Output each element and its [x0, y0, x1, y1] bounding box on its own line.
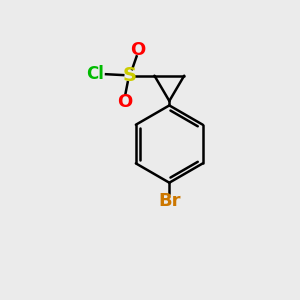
Text: O: O [130, 41, 146, 59]
Text: O: O [117, 93, 132, 111]
Text: Cl: Cl [86, 65, 104, 83]
Text: Br: Br [158, 192, 181, 210]
Text: S: S [122, 66, 136, 85]
